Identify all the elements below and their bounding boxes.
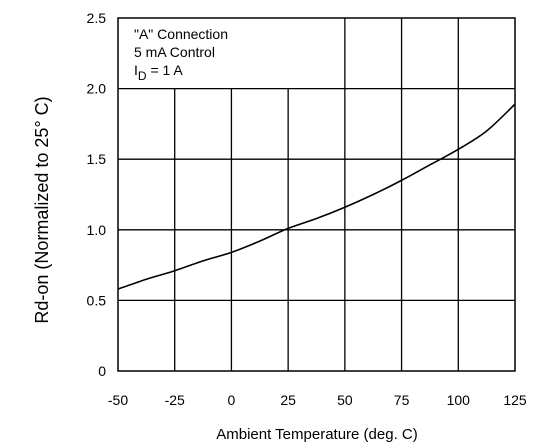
x-tick-label: 75: [394, 392, 410, 408]
y-axis-label: Rd-on (Normalized to 25° C): [32, 96, 52, 323]
annotation-line-3: ID = 1 A: [134, 62, 183, 83]
x-tick-label: -50: [108, 392, 128, 408]
grid-layer: [118, 18, 515, 371]
y-tick-label: 2.5: [87, 10, 107, 26]
annotation-line-1: "A" Connection: [134, 26, 228, 42]
x-tick-label: 100: [447, 392, 471, 408]
annotation-current-symbol: I: [134, 62, 138, 78]
x-axis-label: Ambient Temperature (deg. C): [216, 426, 417, 443]
x-tick-label: 50: [337, 392, 353, 408]
y-tick-label: 0.5: [87, 292, 107, 308]
plot-frame: [117, 17, 516, 372]
annotation-current-value: = 1 A: [147, 62, 184, 78]
x-tick-label: 125: [503, 392, 527, 408]
annotation-current-subscript: D: [138, 69, 147, 83]
x-tick-label: 0: [228, 392, 236, 408]
y-tick-label: 0: [98, 363, 106, 379]
annotation-line-2: 5 mA Control: [134, 44, 215, 60]
annotation-box: "A" Connection 5 mA Control ID = 1 A: [134, 26, 228, 83]
y-tick-label: 2.0: [87, 81, 107, 97]
x-tick-label: 25: [280, 392, 296, 408]
x-tick-label: -25: [165, 392, 185, 408]
series-layer: [117, 103, 516, 290]
y-tick-label: 1.0: [87, 222, 107, 238]
tick-labels: -50 -25 0 25 50 75 100 125 0 0.5 1.0 1.5 2.0 2.5: [87, 10, 527, 408]
series-line: [117, 103, 516, 290]
y-tick-label: 1.5: [87, 151, 107, 167]
